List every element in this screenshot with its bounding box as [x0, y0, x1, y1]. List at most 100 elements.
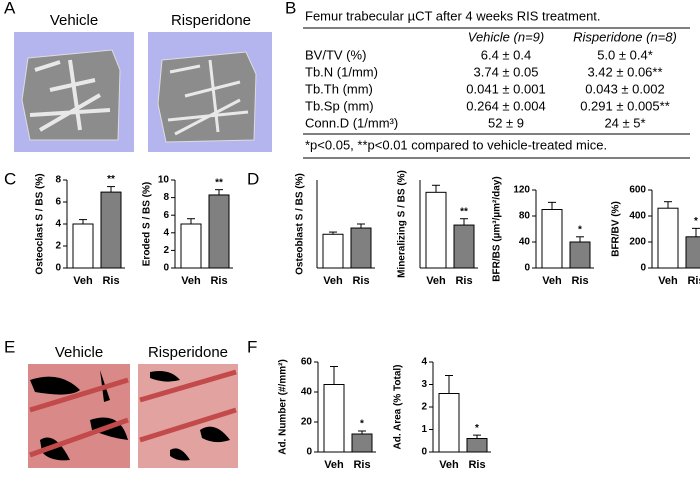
image-caption: Risperidone [148, 344, 228, 361]
table-cell: 0.041 ± 0.001 [466, 81, 545, 96]
bar [322, 233, 344, 269]
table-cell: 6.4 ± 0.4 [481, 47, 532, 62]
bar [350, 227, 372, 269]
x-tick-label: Veh [542, 275, 562, 287]
significance: ** [107, 174, 115, 185]
x-tick-label: Ris [571, 275, 588, 287]
y-tick-label: 2 [421, 402, 427, 413]
x-tick-label: Veh [73, 275, 93, 287]
table-cell: 52 ± 9 [488, 115, 524, 130]
table-cell: 0.043 ± 0.002 [585, 81, 664, 96]
x-tick-label: Ris [102, 275, 119, 287]
x-tick-label: Veh [323, 275, 343, 287]
y-tick-label: 0 [163, 263, 169, 274]
panel-letter: E [4, 337, 15, 356]
table-cell: Conn.D (1/mm³) [305, 115, 398, 130]
y-tick-label: 2 [163, 245, 169, 256]
x-tick-label: Veh [426, 275, 446, 287]
table-footnote: *p<0.05, **p<0.01 compared to vehicle-tr… [305, 137, 607, 152]
panel-letter: A [4, 0, 16, 17]
bar [323, 384, 345, 453]
table-cell: 3.74 ± 0.05 [474, 64, 539, 79]
significance: * [360, 419, 364, 430]
y-tick-label: 0 [524, 263, 530, 274]
y-axis-label: Ad. Area (% Total) [393, 364, 404, 449]
y-tick-label: 40 [301, 387, 313, 398]
y-tick-label: 20 [301, 417, 313, 428]
significance: ** [215, 177, 223, 188]
histology-images [28, 364, 238, 468]
y-tick-label: 10 [158, 175, 170, 186]
y-tick-label: 40 [519, 237, 531, 248]
x-tick-label: Veh [439, 459, 459, 471]
x-tick-label: Veh [658, 275, 678, 287]
table-cell: Tb.Th (mm) [305, 81, 373, 96]
table-header: Vehicle (n=9) [468, 29, 544, 44]
y-axis-label: Ad. Number (#/mm²) [278, 359, 289, 455]
y-tick-label: 2 [55, 241, 61, 252]
x-tick-label: Ris [455, 275, 472, 287]
bone-render [157, 51, 257, 143]
table-cell: 24 ± 5* [604, 115, 645, 130]
significance: * [475, 423, 479, 434]
table-header: Risperidone (n=8) [573, 29, 677, 44]
panel-letter: C [4, 169, 16, 188]
image-caption: Risperidone [171, 12, 251, 29]
significance: ** [460, 206, 468, 217]
bone-render [29, 59, 111, 132]
table-title: Femur trabecular µCT after 4 weeks RIS t… [305, 8, 601, 23]
y-tick-label: 4 [55, 219, 61, 230]
y-tick-label: 1 [421, 424, 427, 435]
x-tick-label: Ris [210, 275, 227, 287]
y-tick-label: 8 [163, 192, 169, 203]
x-tick-label: Ris [468, 459, 485, 471]
y-tick-label: 0 [421, 447, 427, 458]
y-tick-label: 200 [629, 237, 646, 248]
panel-letter: F [247, 337, 257, 356]
bar [425, 191, 447, 269]
table-cell: 0.291 ± 0.005** [580, 98, 670, 113]
x-tick-label: Veh [324, 459, 344, 471]
micro-ct-images [14, 32, 272, 152]
x-tick-label: Veh [181, 275, 201, 287]
y-tick-label: 4 [163, 227, 169, 238]
y-tick-label: 80 [519, 211, 531, 222]
y-tick-label: 6 [55, 197, 61, 208]
y-tick-label: 0 [640, 263, 646, 274]
bar [72, 223, 94, 269]
bar [453, 224, 475, 269]
y-tick-label: 60 [301, 357, 313, 368]
y-tick-label: 3 [421, 379, 427, 390]
table-cell: BV/TV (%) [305, 47, 366, 62]
y-tick-label: 6 [163, 210, 169, 221]
table-cell: 3.42 ± 0.06** [587, 64, 662, 79]
y-axis-label: Mineralizing S / BS (%) [397, 170, 408, 278]
bar [685, 236, 700, 269]
image-caption: Vehicle [55, 344, 103, 361]
y-tick-label: 8 [55, 175, 61, 186]
bar [466, 438, 488, 453]
significance: * [694, 216, 698, 227]
table-cell: Tb.Sp (mm) [305, 98, 374, 113]
panel-letter: D [247, 169, 259, 188]
table-cell: 5.0 ± 0.4* [597, 47, 653, 62]
image-caption: Vehicle [50, 12, 98, 29]
y-tick-label: 600 [629, 185, 646, 196]
y-axis-label: BFR/BV (%) [611, 201, 622, 257]
fiber [29, 369, 237, 458]
bar [438, 393, 460, 453]
bone-stain [30, 370, 128, 461]
bar [569, 241, 591, 269]
bone-stain [150, 371, 230, 461]
y-tick-label: 0 [55, 263, 61, 274]
table-cell: 0.264 ± 0.004 [466, 98, 545, 113]
bar [541, 209, 563, 269]
table-cell: Tb.N (1/mm) [305, 64, 378, 79]
x-tick-label: Ris [687, 275, 700, 287]
bone-render [167, 59, 249, 136]
bar [180, 223, 202, 269]
bar [351, 433, 373, 453]
bone-render [21, 49, 121, 141]
y-tick-label: 0 [306, 447, 312, 458]
